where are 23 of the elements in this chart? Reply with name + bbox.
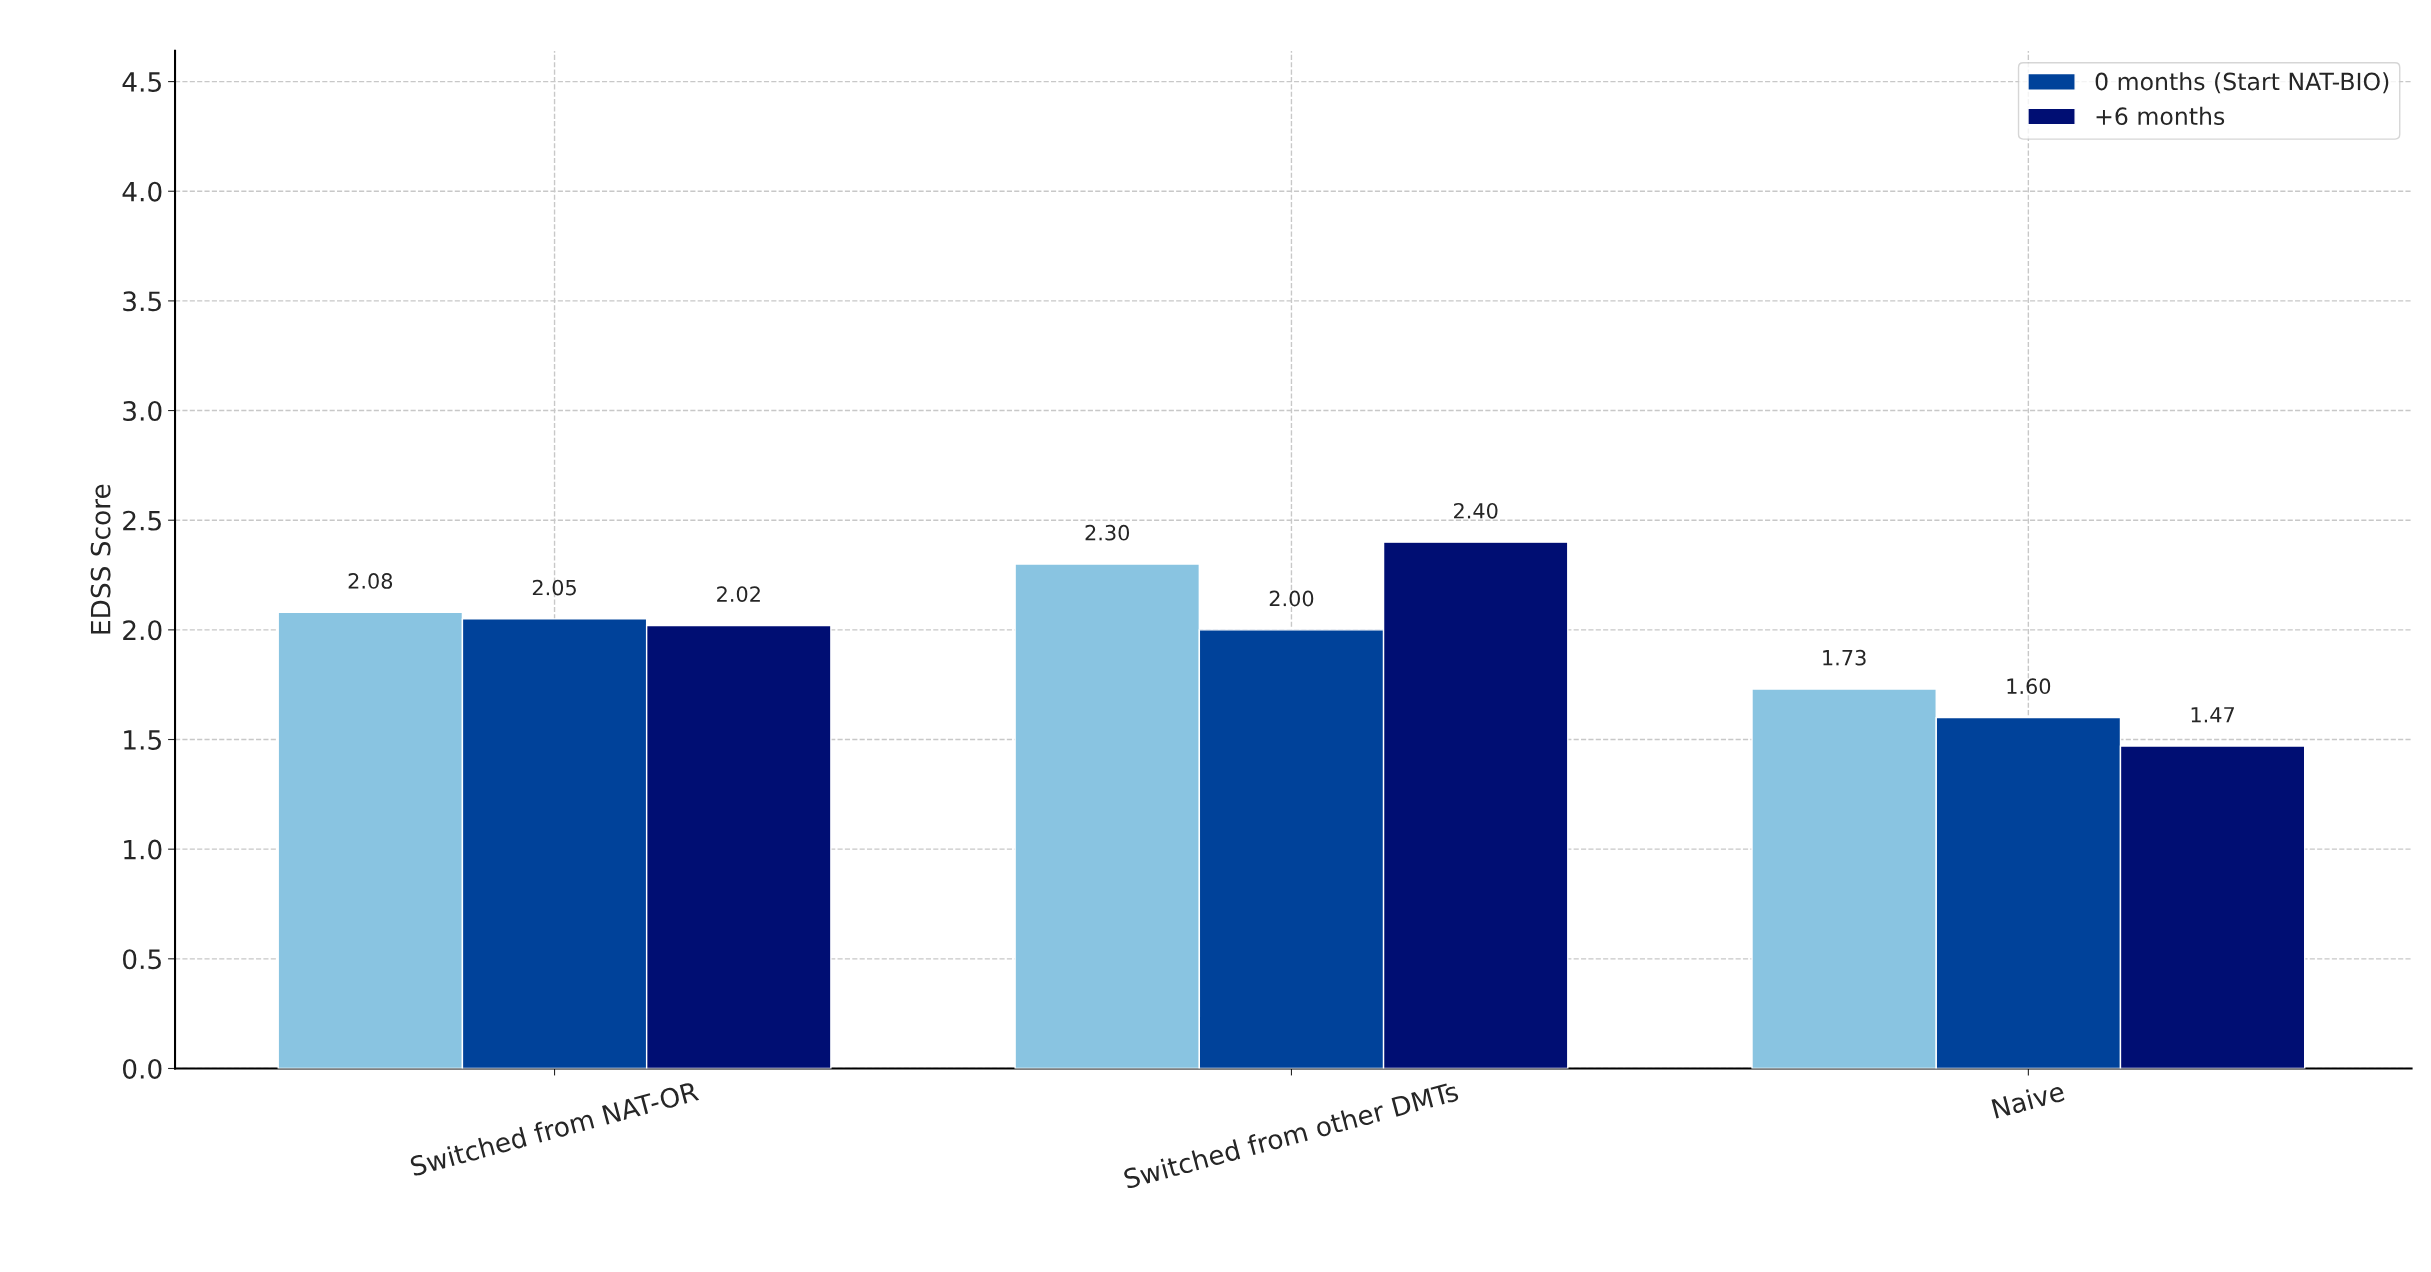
y-tick-label: 4.5 xyxy=(122,72,161,92)
data-label: 2.05 xyxy=(532,579,576,596)
y-tick-label: 1.0 xyxy=(124,839,162,860)
y-tick-label: 2.0 xyxy=(123,620,162,641)
y-tick-label: 2.5 xyxy=(123,510,161,531)
x-tick-label: Naive xyxy=(1991,1080,2066,1119)
data-label: 2.08 xyxy=(348,573,393,589)
y-tick-label: 3.0 xyxy=(123,400,162,421)
y-tick-label: 1.5 xyxy=(124,730,161,750)
y-tick-label: 4.0 xyxy=(122,181,162,202)
legend-label: 0 months (Start NAT-BIO) xyxy=(2095,72,2389,94)
data-label: 2.02 xyxy=(717,586,760,602)
data-label: 1.73 xyxy=(1823,649,1866,666)
y-tick-label: 0.5 xyxy=(123,949,161,970)
y-tick-label: 3.5 xyxy=(123,291,161,312)
data-label: 1.60 xyxy=(2007,678,2051,695)
legend-label: +6 months xyxy=(2096,106,2225,126)
data-label: 2.00 xyxy=(1269,590,1314,607)
y-tick-label: 0.0 xyxy=(123,1058,162,1079)
data-label: 2.40 xyxy=(1454,502,1498,519)
data-label: 2.30 xyxy=(1085,524,1130,541)
y-axis-title: EDSS Score xyxy=(90,484,111,634)
data-label: 1.47 xyxy=(2191,707,2234,723)
